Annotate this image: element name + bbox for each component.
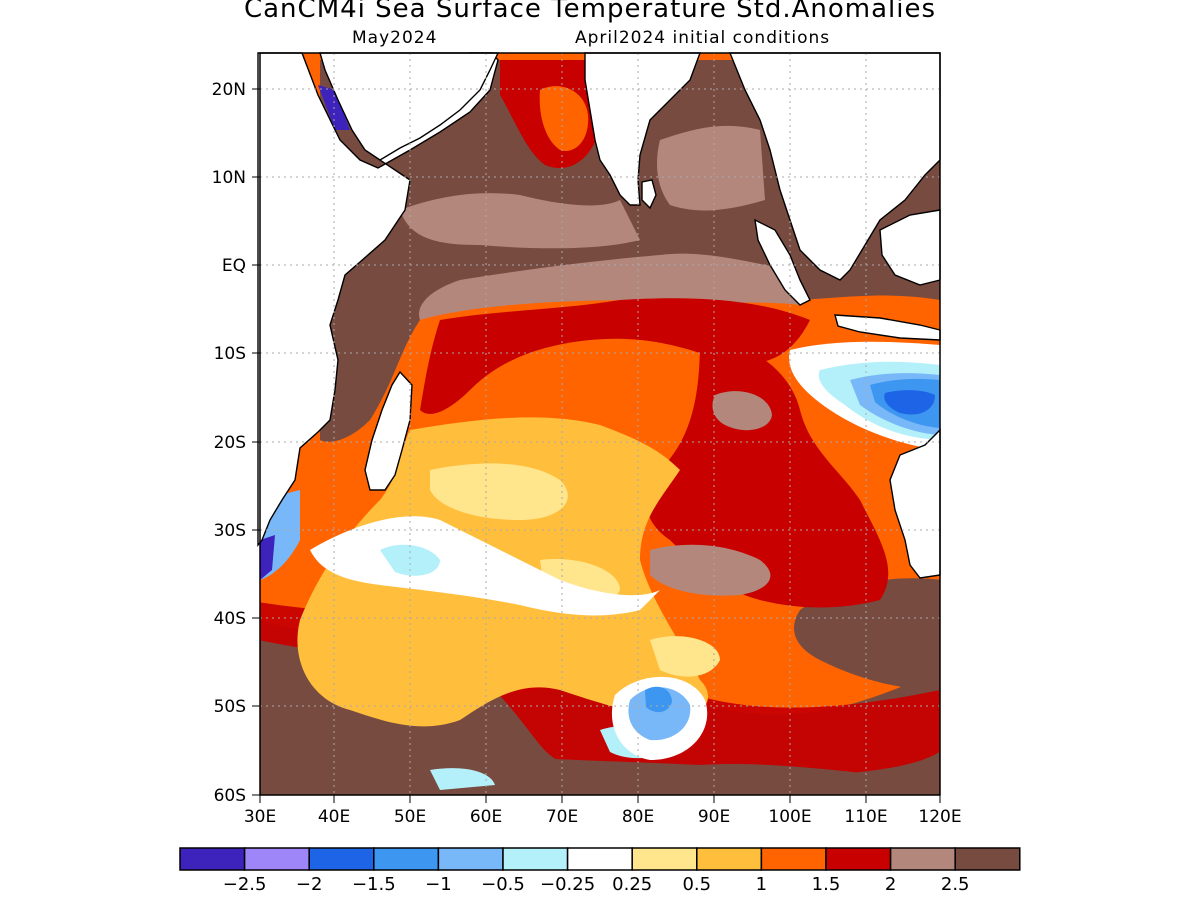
anomaly-region-northern-rose-band [419,253,800,320]
colorbar-tick-label: 1 [756,874,767,895]
land-india [584,52,702,206]
anomaly-region-south-central-cold-light [628,687,691,741]
colorbar-swatch-4 [437,847,504,871]
land-australia [889,428,941,579]
colorbar-swatch-10 [825,847,892,871]
land-borneo [879,209,941,286]
colorbar-tick-label: 0.5 [682,874,711,895]
colorbar-swatch-5 [502,847,569,871]
colorbar-tick-label: 2 [885,874,896,895]
lat-label-20n: 20N [212,80,246,100]
lat-label-10n: 10N [212,168,246,188]
colorbar-swatch-9 [760,847,827,871]
initial-conditions-label: April2024 initial conditions [575,28,831,48]
colorbar-tick-label: 2.5 [941,874,970,895]
land-southeast-asia [728,52,941,281]
colorbar-tick-label: −1.5 [352,874,396,895]
lon-label-30e: 30E [244,807,276,827]
anomaly-region-arabian-sea-rose [400,193,640,249]
map-title: CanCM4i Sea Surface Temperature Std.Anom… [243,0,937,24]
valid-month-label: May2024 [352,28,438,48]
lat-lon-grid [260,53,940,795]
anomaly-region-java-cold-core [884,390,935,415]
lon-label-110e: 110E [844,807,887,827]
longitude-axis: 30E 40E 50E 60E 70E 80E 90E 100E 110E 12… [244,795,962,827]
lat-label-50s: 50S [214,697,246,717]
lon-label-90e: 90E [698,807,730,827]
anomaly-region-eastern-red-tongue [646,340,889,608]
colorbar-swatch-2 [308,847,375,871]
land-sri-lanka [641,179,657,210]
land-sumatra [754,218,811,306]
anomaly-region-neutral-white-band [310,516,660,616]
colorbar-tick-label: −0.5 [481,874,525,895]
anomaly-region-light-cyan-patches [380,544,670,790]
colorbar-swatch-3 [373,847,440,871]
lon-label-40e: 40E [318,807,350,827]
colorbar-swatch-6 [566,847,633,871]
anomaly-region-eastern-rose-patch [712,391,772,431]
lon-label-80e: 80E [622,807,654,827]
lon-label-100e: 100E [768,807,811,827]
colorbar-tick-label: −0.25 [540,874,595,895]
lon-label-120e: 120E [918,807,961,827]
lon-label-60e: 60E [470,807,502,827]
colorbar-tick-label: −1 [425,874,452,895]
lon-label-70e: 70E [546,807,578,827]
anomaly-region-eastern-rose-patch-south [650,544,771,596]
colorbar-swatch-11 [889,847,956,871]
colorbar-tick-label: 0.25 [612,874,652,895]
colorbar-swatch-7 [631,847,698,871]
colorbar-swatch-12 [954,847,1021,871]
colorbar: −2.5 −2 −1.5 −1 −0.5 −0.25 0.25 0.5 1 1.5 2 2.5 [179,847,1021,895]
anomaly-region-bay-of-bengal-rose [657,125,765,211]
land-masses [257,52,941,579]
colorbar-tick-label: −2 [296,874,323,895]
lat-label-eq: EQ [222,256,246,276]
anomaly-region-orange-arabian-hotspot [539,86,589,151]
colorbar-swatch-8 [696,847,763,871]
lon-label-50e: 50E [394,807,426,827]
anomaly-region-pale-yellow-patches [430,463,720,677]
anomaly-region-central-red-ring [420,298,810,414]
lat-label-10s: 10S [214,344,246,364]
latitude-axis: 20N 10N EQ 10S 20S 30S 40S 50S 60S [212,80,260,806]
lat-label-20s: 20S [214,433,246,453]
lat-label-40s: 40S [214,609,246,629]
lat-label-30s: 30S [214,521,246,541]
colorbar-tick-label: −2.5 [223,874,267,895]
colorbar-tick-label: 1.5 [812,874,841,895]
anomaly-region-agulhas-cold-purple [260,535,275,580]
colorbar-swatch-0 [179,847,246,871]
lat-label-60s: 60S [214,786,246,806]
map-frame [259,52,941,796]
colorbar-swatch-1 [243,847,310,871]
